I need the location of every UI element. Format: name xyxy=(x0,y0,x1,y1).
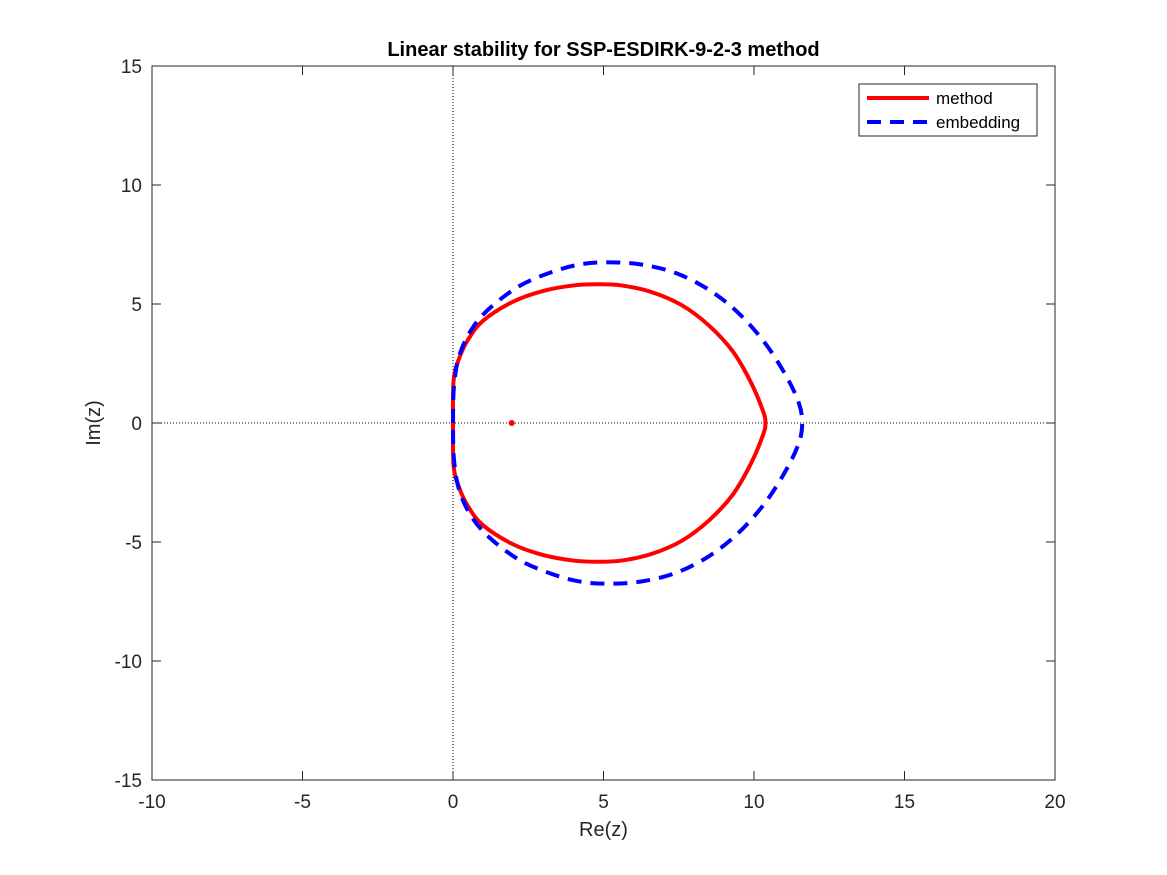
x-tick-label: 15 xyxy=(894,792,915,813)
y-tick-label: -5 xyxy=(125,533,142,554)
y-tick-label: 10 xyxy=(121,176,142,197)
legend-box xyxy=(858,83,1038,137)
y-axis-label: Im(z) xyxy=(83,400,105,446)
series-embedding-curve xyxy=(451,260,805,586)
legend-label-method: method xyxy=(936,89,993,108)
x-tick-label: 0 xyxy=(448,792,459,813)
series-method-curve xyxy=(450,282,768,564)
x-tick-label: 5 xyxy=(598,792,609,813)
origin-marker-point xyxy=(508,420,515,426)
y-tick-label: -10 xyxy=(115,652,142,673)
y-tick-label: -15 xyxy=(115,771,142,792)
x-axis-label: Re(z) xyxy=(579,819,628,841)
marker-layer xyxy=(508,420,515,426)
chart-title: Linear stability for SSP-ESDIRK-9-2-3 me… xyxy=(387,39,819,61)
x-tick-label: -10 xyxy=(138,792,165,813)
x-tick-label: -5 xyxy=(294,792,311,813)
y-tick-label: 0 xyxy=(131,414,142,435)
y-tick-label: 5 xyxy=(131,295,142,316)
series-layer xyxy=(450,260,805,586)
x-tick-label: 20 xyxy=(1044,792,1065,813)
y-tick-label: 15 xyxy=(121,57,142,78)
legend: method embedding xyxy=(858,83,1038,137)
x-tick-label: 10 xyxy=(743,792,764,813)
legend-label-embedding: embedding xyxy=(936,113,1020,132)
